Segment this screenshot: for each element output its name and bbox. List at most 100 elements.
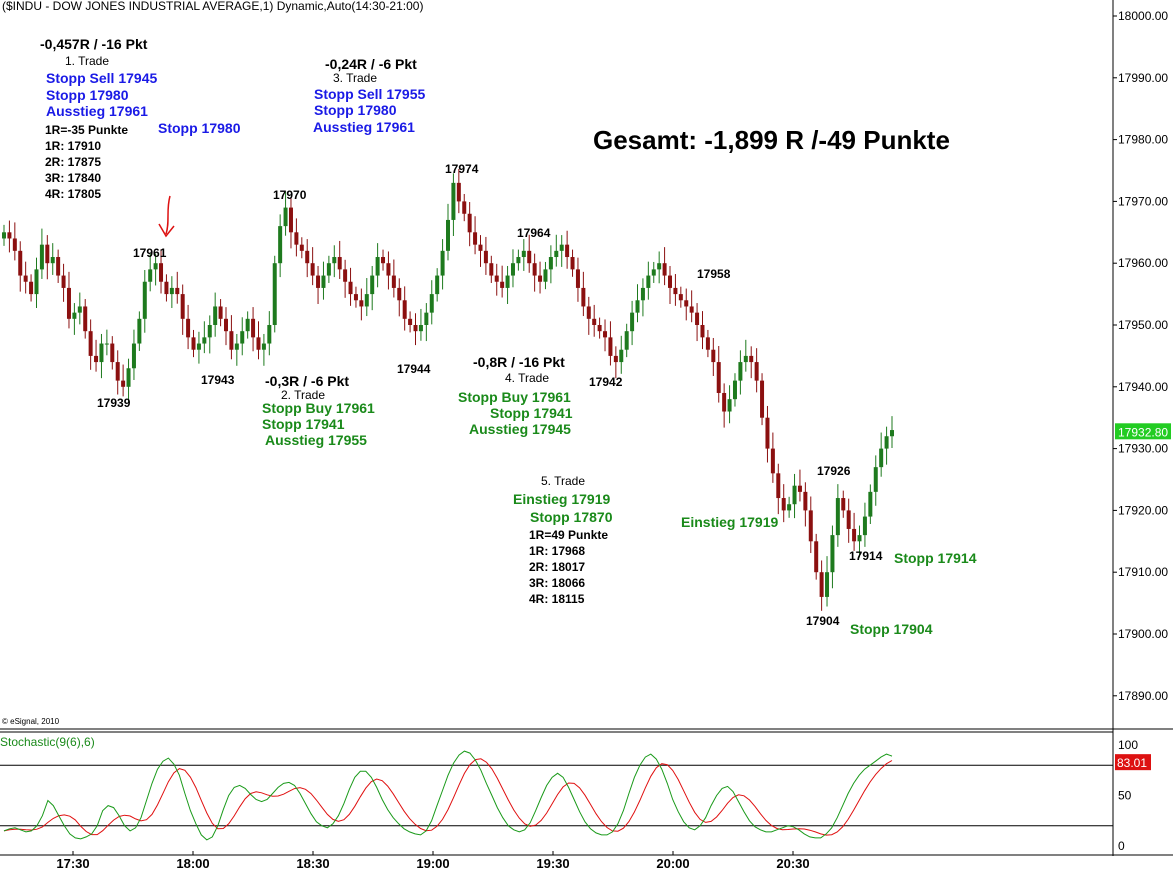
candle-body <box>846 510 851 529</box>
trade2-stopp-buy: Stopp Buy 17961 <box>262 400 375 416</box>
candle-body <box>175 287 180 295</box>
candle-body <box>39 244 44 270</box>
candle-body <box>473 232 478 245</box>
price-tick-label: 17910.00 <box>1118 565 1168 579</box>
candle-body <box>819 572 824 597</box>
candle-body <box>353 294 358 301</box>
candle-body <box>50 257 55 264</box>
candle-body <box>202 337 207 344</box>
candle-body <box>18 250 23 276</box>
price-label-17974: 17974 <box>445 162 479 176</box>
candle-body <box>792 485 797 505</box>
candle-body <box>857 535 862 542</box>
candle-body <box>229 331 234 350</box>
candle-body <box>348 281 353 295</box>
candle-body <box>337 257 342 270</box>
candle-body <box>787 504 792 511</box>
trade5-einstieg: Einstieg 17919 <box>513 491 611 507</box>
trade1-2r: 2R: 17875 <box>45 155 102 169</box>
trade1-r-def: 1R=-35 Punkte <box>45 123 129 137</box>
candle-body <box>776 473 781 499</box>
candle-body <box>213 306 218 325</box>
candle-body <box>391 275 396 288</box>
candle-body <box>34 269 39 295</box>
trade3-stopp: Stopp 17980 <box>314 102 397 118</box>
candle-body <box>316 275 321 288</box>
candle-body <box>359 300 364 307</box>
candle-body <box>234 343 239 350</box>
stochastic-tick-label: 50 <box>1118 789 1132 803</box>
time-tick-label: 18:30 <box>296 856 329 871</box>
candle-body <box>451 182 456 220</box>
candle-body <box>386 263 391 276</box>
price-tick-label: 17980.00 <box>1118 133 1168 147</box>
candle-body <box>814 541 819 573</box>
candle-body <box>148 269 153 282</box>
candle-body <box>402 300 407 319</box>
candle-body <box>88 331 93 356</box>
candle-body <box>370 275 375 295</box>
candle-body <box>142 281 147 319</box>
candle-body <box>657 263 662 270</box>
candle-body <box>586 306 591 319</box>
candle-body <box>23 275 28 282</box>
time-tick-label: 20:00 <box>656 856 689 871</box>
price-tick-label: 17930.00 <box>1118 442 1168 456</box>
trade4-title: 4. Trade <box>505 371 550 385</box>
candle-body <box>164 281 169 295</box>
candle-body <box>651 269 656 276</box>
candle-body <box>153 263 158 270</box>
candle-body <box>478 244 483 251</box>
candle-body <box>565 244 570 258</box>
candle-body <box>630 312 635 332</box>
trade2-result: -0,3R / -6 Pkt <box>265 373 350 389</box>
candle-body <box>543 269 548 282</box>
candle-body <box>760 380 765 418</box>
candle-body <box>278 226 283 264</box>
stochastic-panel: 100 50 0 83.01 <box>0 738 1151 853</box>
trade5-title: 5. Trade <box>541 474 586 488</box>
candle-body <box>104 343 109 345</box>
candle-body <box>2 232 6 239</box>
candle-body <box>749 355 754 363</box>
stochastic-d-line <box>3 758 893 836</box>
trade4-ausstieg: Ausstieg 17945 <box>469 421 571 437</box>
time-tick-label: 20:30 <box>776 856 809 871</box>
candle-body <box>326 263 331 276</box>
candle-body <box>272 263 277 325</box>
candle-body <box>879 448 884 468</box>
candle-body <box>131 343 136 369</box>
candle-body <box>456 182 461 202</box>
time-tick-label: 19:00 <box>416 856 449 871</box>
price-label-17914: 17914 <box>849 549 883 563</box>
candle-body <box>424 312 429 325</box>
candle-body <box>808 510 813 542</box>
candle-body <box>435 275 440 295</box>
candle-body <box>722 392 727 412</box>
candle-body <box>668 275 672 288</box>
candle-body <box>305 250 310 264</box>
price-tick-label: 17990.00 <box>1118 71 1168 85</box>
candle-body <box>489 263 494 276</box>
candle-body <box>310 263 315 276</box>
trade5-1r: 1R: 17968 <box>529 544 586 558</box>
copyright: © eSignal, 2010 <box>2 717 60 726</box>
candle-body <box>169 287 174 295</box>
trade1-stopp-sell: Stopp Sell 17945 <box>46 70 158 86</box>
price-label-17943: 17943 <box>201 373 235 387</box>
candle-body <box>77 306 82 313</box>
candle-body <box>61 275 66 288</box>
candle-body <box>45 244 50 264</box>
price-label-17944: 17944 <box>397 362 431 376</box>
stopp-17914-label: Stopp 17914 <box>894 550 977 566</box>
trade4-stopp: Stopp 17941 <box>490 405 573 421</box>
candle-body <box>516 257 521 264</box>
candle-body <box>635 300 640 313</box>
price-label-17904: 17904 <box>806 614 840 628</box>
price-tick-label: 17900.00 <box>1118 627 1168 641</box>
candle-body <box>575 269 580 288</box>
candle-body <box>684 300 689 307</box>
candle-body <box>803 491 808 511</box>
candle-body <box>695 312 700 325</box>
candle-body <box>224 318 228 332</box>
